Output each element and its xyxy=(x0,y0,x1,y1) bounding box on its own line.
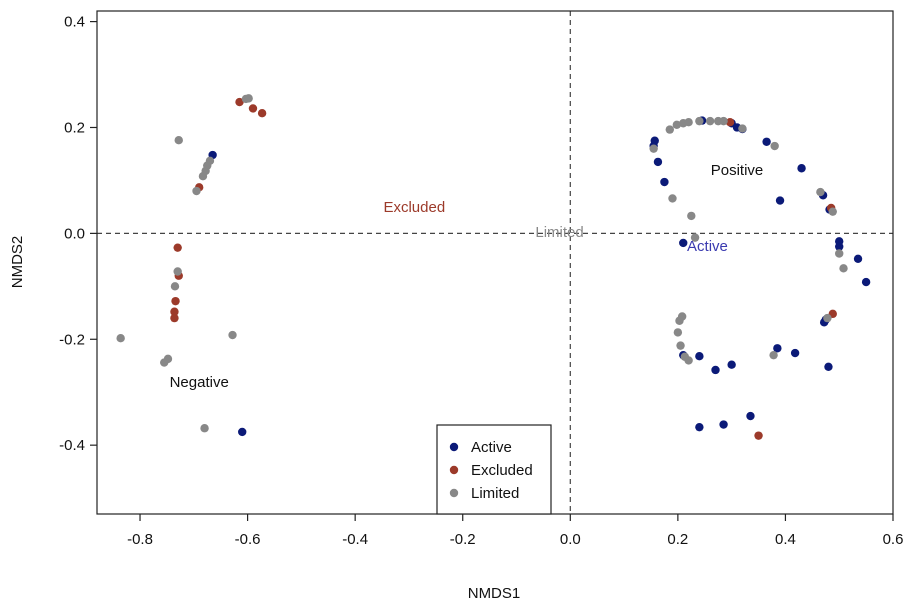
data-point xyxy=(238,427,247,437)
x-tick-label: 0.2 xyxy=(667,531,688,548)
x-tick-label: -0.4 xyxy=(342,531,368,548)
y-tick-label: -0.2 xyxy=(59,331,85,348)
x-axis-title: NMDS1 xyxy=(468,585,521,602)
legend-label: Active xyxy=(471,439,512,456)
data-point xyxy=(690,233,700,242)
data-point xyxy=(695,352,704,361)
data-point xyxy=(171,296,180,306)
data-point xyxy=(828,207,837,216)
data-point xyxy=(173,243,182,252)
x-tick-label: 0.6 xyxy=(883,531,904,548)
x-tick-label: 0.4 xyxy=(775,531,796,548)
data-point xyxy=(705,116,715,126)
x-tick-label: 0.0 xyxy=(560,531,581,548)
data-point xyxy=(835,242,844,251)
annotation-label: Negative xyxy=(170,374,229,391)
data-point xyxy=(695,116,704,126)
x-tick-label: -0.6 xyxy=(235,531,261,548)
data-point xyxy=(200,424,209,433)
data-point xyxy=(649,144,658,153)
legend-label: Limited xyxy=(471,485,519,502)
series-excluded xyxy=(170,97,837,440)
series-active xyxy=(208,116,871,437)
data-point xyxy=(160,358,169,367)
data-point xyxy=(672,120,681,130)
data-point xyxy=(668,194,677,203)
data-point xyxy=(170,313,179,323)
legend-marker xyxy=(449,465,459,475)
data-point xyxy=(762,137,771,146)
data-point xyxy=(650,136,659,145)
y-tick-label: -0.4 xyxy=(59,437,85,454)
data-point xyxy=(695,422,704,432)
y-tick-label: 0.2 xyxy=(64,119,85,136)
data-point xyxy=(769,350,778,360)
data-point xyxy=(770,141,779,151)
x-tick-label: -0.8 xyxy=(127,531,153,548)
data-point xyxy=(746,411,755,421)
data-point xyxy=(170,282,180,291)
legend: Active Excluded Limited xyxy=(436,424,552,515)
data-point xyxy=(660,177,669,187)
data-point xyxy=(797,164,806,173)
series-limited xyxy=(116,94,848,433)
data-point xyxy=(257,108,267,118)
annotation-label: Positive xyxy=(711,162,764,179)
data-point xyxy=(192,186,201,196)
data-point xyxy=(754,431,763,440)
data-point xyxy=(228,330,237,340)
y-axis-title: NMDS2 xyxy=(9,236,26,289)
data-points xyxy=(116,94,871,440)
y-axis: -0.4 -0.2 0.0 0.2 0.4 xyxy=(59,14,97,454)
data-point xyxy=(244,94,253,103)
x-tick-label: -0.2 xyxy=(450,531,476,548)
data-point xyxy=(665,125,674,134)
data-point xyxy=(684,117,693,127)
reference-lines xyxy=(97,11,893,514)
annotation-label: Excluded xyxy=(383,199,445,216)
data-point xyxy=(687,211,696,221)
data-point xyxy=(835,249,844,258)
y-tick-label: 0.4 xyxy=(64,14,85,31)
data-point xyxy=(173,267,182,276)
data-point xyxy=(719,116,728,126)
data-point xyxy=(116,334,125,343)
data-point xyxy=(198,171,208,181)
legend-marker xyxy=(449,442,459,452)
data-point xyxy=(853,254,863,263)
data-point xyxy=(861,277,871,287)
data-point xyxy=(839,264,848,273)
data-point xyxy=(824,362,833,372)
annotation-label: Limited xyxy=(535,224,583,241)
data-point xyxy=(248,104,258,113)
legend-box xyxy=(436,424,552,515)
data-point xyxy=(727,360,736,369)
y-tick-label: 0.0 xyxy=(64,225,85,242)
data-point xyxy=(174,135,183,145)
data-point xyxy=(775,196,785,205)
data-point xyxy=(679,238,688,248)
data-point xyxy=(684,356,693,365)
data-point xyxy=(675,316,684,325)
legend-label: Excluded xyxy=(471,462,533,479)
annotations: Excluded Limited Active Positive Negative xyxy=(170,162,764,391)
data-point xyxy=(235,97,244,107)
data-point xyxy=(790,348,800,358)
data-point xyxy=(673,328,683,337)
data-point xyxy=(719,420,728,429)
x-axis: -0.8 -0.6 -0.4 -0.2 0.0 0.2 0.4 0.6 xyxy=(127,514,903,548)
legend-marker xyxy=(449,488,459,498)
data-point xyxy=(816,187,825,197)
data-point xyxy=(725,117,735,127)
data-point xyxy=(773,344,782,353)
data-point xyxy=(653,157,663,167)
data-point xyxy=(170,307,179,316)
annotation-label: Active xyxy=(687,238,728,255)
data-point xyxy=(738,124,747,133)
data-point xyxy=(711,365,720,375)
data-point xyxy=(676,341,685,350)
data-point xyxy=(823,313,832,323)
